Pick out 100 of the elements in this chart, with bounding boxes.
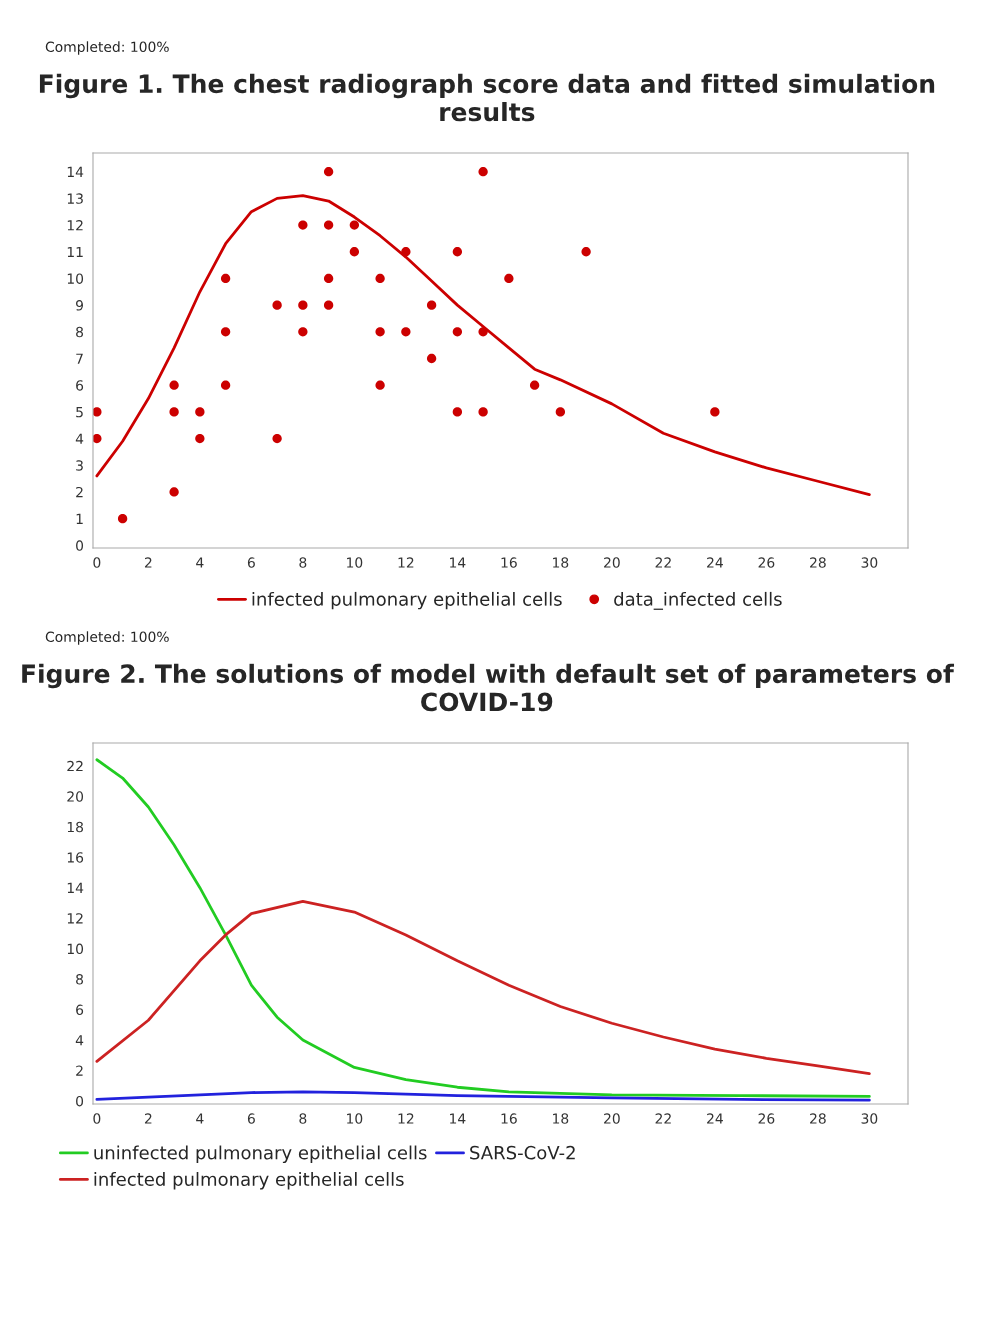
x-tick-label: 10 [347,1113,363,1124]
y-tick-label: 16 [67,852,84,863]
x-tick-label: 8 [299,557,307,568]
point [349,220,360,230]
y-tick-label: 12 [67,220,83,231]
x-tick-label: 0 [93,1113,101,1124]
legend-label: data_infected cells [614,591,782,610]
y-tick-label: 12 [67,913,83,924]
point [298,327,308,337]
point [323,167,334,177]
point [169,487,179,497]
text: Completed: 100% [45,41,169,55]
x-tick-label: 12 [398,557,414,568]
y-tick-label: 5 [76,407,83,418]
y-tick-label: 0 [76,1095,84,1107]
point [555,407,566,417]
y-tick-label: 4 [75,433,84,444]
x-tick-label: 8 [299,1113,307,1124]
y-tick-label: 4 [75,1035,84,1046]
point [272,433,282,444]
line-series [95,194,871,497]
y-tick-label: 1 [76,513,83,524]
x-tick-label: 6 [247,557,255,568]
point [349,247,360,257]
y-tick-label: 7 [76,353,83,364]
x-tick-label: 2 [144,1113,152,1124]
x-tick-label: 6 [247,1113,255,1124]
point [452,407,463,417]
point [426,300,437,310]
point [272,300,282,310]
point [426,353,437,364]
x-tick-label: 10 [347,557,363,568]
x-tick-label: 24 [707,1113,723,1124]
y-tick-label: 14 [67,166,84,177]
y-tick-label: 2 [76,486,83,498]
x-tick-label: 4 [196,557,204,568]
y-tick-label: 13 [67,193,83,204]
x-tick-label: 30 [861,1113,878,1124]
y-tick-label: 9 [76,300,83,311]
x-tick-label: 22 [655,1113,671,1124]
x-tick-label: 28 [810,1113,826,1124]
y-tick-label: 8 [76,326,84,338]
x-tick-label: 26 [758,557,775,568]
point [195,407,205,417]
point [323,220,334,230]
x-tick-label: 20 [604,1113,620,1124]
x-tick-label: 14 [450,557,466,568]
point [401,327,411,337]
point [452,327,463,337]
x-tick-label: 30 [861,557,878,568]
point [478,407,488,417]
x-tick-label: 4 [196,1113,204,1124]
legend-label: uninfected pulmonary epithelial cells [94,1145,427,1163]
point [375,380,385,390]
line-series [95,900,871,1075]
line-series [95,758,871,1098]
x-tick-label: 14 [450,1113,466,1124]
y-tick-label: 0 [76,540,84,551]
x-tick-label: 28 [810,557,826,568]
point [93,407,102,417]
point [581,247,591,257]
text: Completed: 100% [45,631,169,645]
point [117,513,128,524]
point [220,380,231,390]
line-series [95,1090,871,1102]
legend-label: infected pulmonary epithelial cells [252,591,562,610]
y-tick-label: 10 [67,273,84,284]
point [504,273,514,284]
x-tick-label: 0 [93,557,101,568]
y-tick-label: 18 [67,821,84,833]
point [220,327,231,337]
point [195,433,205,444]
point [323,300,334,310]
point [710,407,720,417]
x-tick-label: 2 [144,557,152,568]
point [478,167,488,177]
point [375,327,385,337]
point [323,273,334,284]
point [529,380,540,390]
point [169,407,179,417]
x-tick-label: 16 [501,557,517,568]
y-tick-label: 6 [76,1004,84,1016]
chart-title: Figure 2. The solutions of model with default set of parameters of COVID-19 [22,663,955,712]
point [452,247,463,257]
point [375,273,385,284]
y-tick-label: 8 [76,974,84,985]
chart-title: Figure 1. The chest radiograph score data and fitted simulation results [39,73,935,122]
y-tick-label: 22 [67,760,83,772]
x-tick-label: 24 [707,557,723,568]
y-tick-label: 20 [67,791,84,802]
y-tick-label: 6 [76,380,84,391]
y-tick-label: 3 [76,460,83,471]
x-tick-label: 16 [501,1113,517,1124]
x-tick-label: 18 [553,557,569,568]
y-tick-label: 14 [67,882,84,893]
x-tick-label: 22 [655,557,671,568]
x-tick-label: 12 [398,1113,414,1124]
y-tick-label: 10 [67,943,84,955]
point [220,273,231,284]
point [298,220,308,230]
